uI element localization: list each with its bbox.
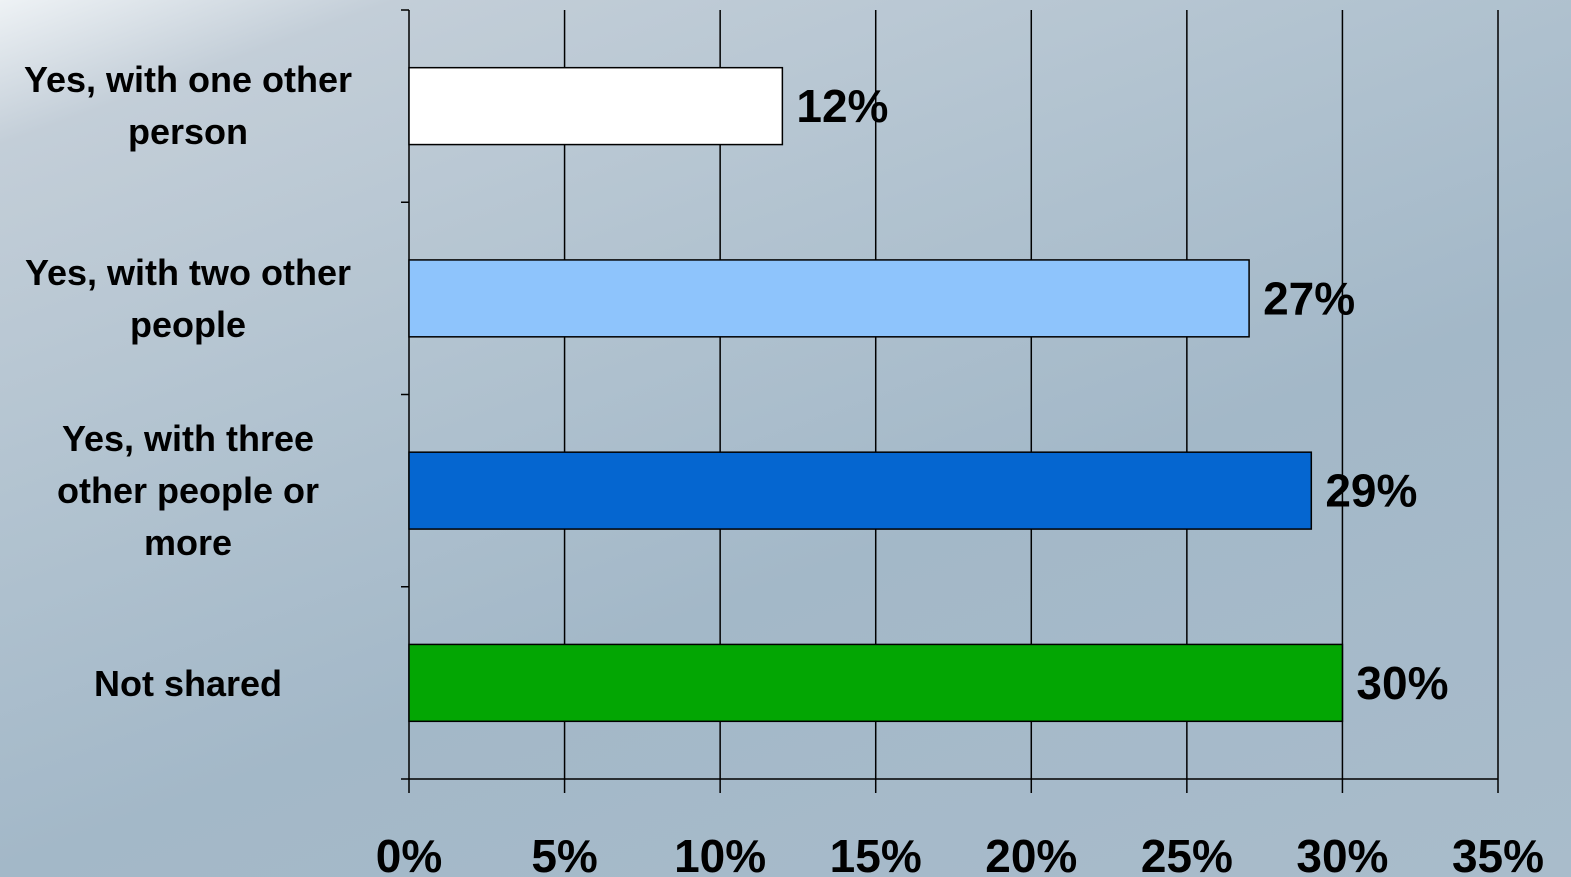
value-label-3: 30% — [1356, 657, 1448, 709]
x-tick-label-4: 20% — [985, 830, 1077, 877]
x-tick-label-6: 30% — [1296, 830, 1388, 877]
x-tick-label-3: 15% — [830, 830, 922, 877]
category-label-two-other: Yes, with two other people — [24, 252, 352, 345]
value-label-1: 27% — [1263, 272, 1355, 324]
x-tick-label-0: 0% — [376, 830, 442, 877]
value-label-0: 12% — [796, 80, 888, 132]
category-label-three-other: Yes, with three other people or more — [56, 418, 320, 563]
bar-1 — [408, 259, 1250, 338]
value-label-2: 29% — [1325, 465, 1417, 517]
bar-2 — [408, 451, 1313, 530]
x-tick-label-2: 10% — [674, 830, 766, 877]
category-label-one-other: Yes, with one other person — [23, 59, 353, 152]
x-tick-label-7: 35% — [1452, 830, 1544, 877]
bar-0 — [408, 66, 784, 146]
x-tick-label-1: 5% — [531, 830, 597, 877]
x-tick-label-5: 25% — [1141, 830, 1233, 877]
bar-3 — [408, 643, 1344, 723]
category-label-not-shared: Not shared — [93, 663, 283, 704]
